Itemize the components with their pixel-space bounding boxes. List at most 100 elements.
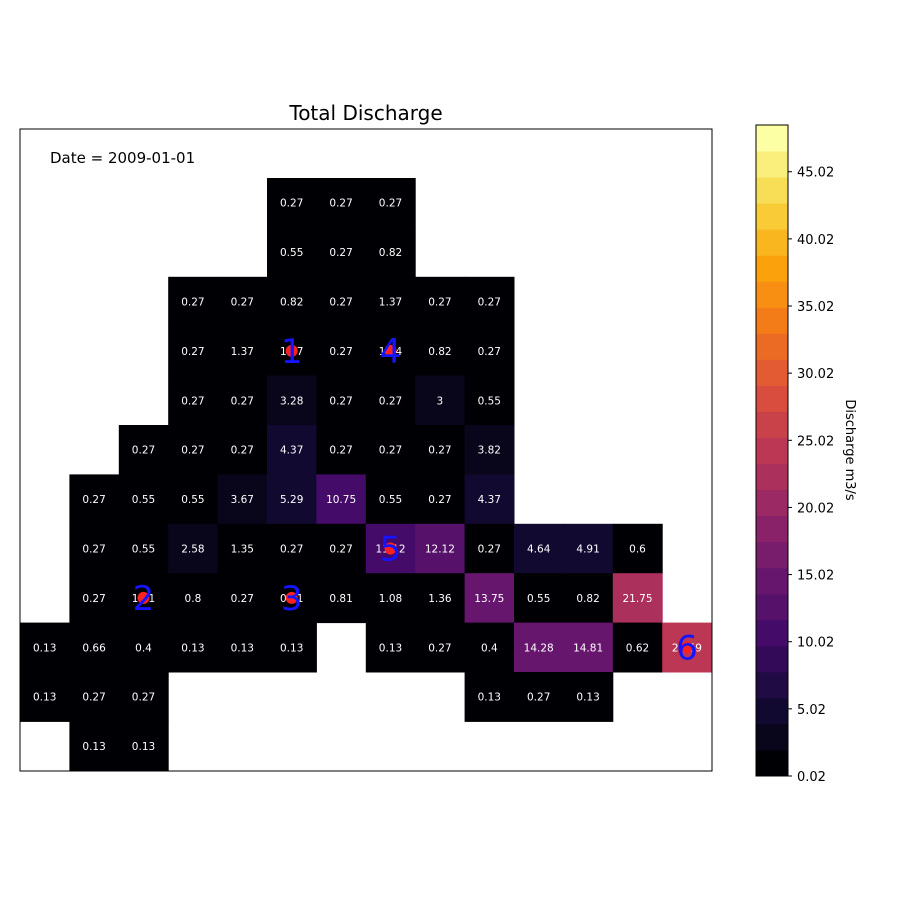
heatmap-cell bbox=[20, 622, 70, 673]
cell-value-label: 0.62 bbox=[626, 642, 649, 654]
station-marker bbox=[680, 641, 693, 654]
cell-value-label: 3 bbox=[437, 395, 444, 407]
heatmap-cell bbox=[365, 276, 416, 327]
heatmap-cell bbox=[464, 276, 515, 327]
colorbar-segment bbox=[756, 255, 788, 282]
cell-value-label: 0.27 bbox=[478, 346, 501, 358]
cell-value-label: 4.64 bbox=[527, 544, 551, 556]
cell-value-label: 0.55 bbox=[527, 593, 550, 605]
heatmap-cell bbox=[217, 425, 268, 475]
cell-value-label: 0.27 bbox=[379, 198, 402, 210]
colorbar-frame bbox=[755, 124, 789, 777]
heatmap-cell bbox=[563, 573, 614, 624]
colorbar-segment bbox=[756, 645, 788, 673]
heatmap-cell bbox=[365, 178, 416, 228]
colorbar-segment bbox=[756, 125, 788, 152]
cell-value-label: 1.08 bbox=[379, 593, 402, 605]
heatmap-cell bbox=[267, 178, 317, 228]
cell-value-label: 0.55 bbox=[181, 494, 204, 506]
station-marker bbox=[285, 591, 298, 604]
heatmap-cell bbox=[168, 523, 219, 574]
heatmap-cell bbox=[267, 474, 317, 525]
heatmap-cell bbox=[267, 523, 317, 574]
colorbar-segment bbox=[756, 567, 788, 595]
cell-value-label: 0.27 bbox=[82, 593, 105, 605]
heatmap-cell bbox=[267, 375, 317, 426]
cell-value-label: 0.27 bbox=[280, 544, 303, 556]
cell-value-label: 0.27 bbox=[181, 395, 204, 407]
colorbar-segment bbox=[756, 463, 788, 491]
heatmap-cell bbox=[168, 276, 219, 327]
colorbar-segment bbox=[756, 229, 788, 256]
colorbar-tick-label: 40.02 bbox=[797, 233, 834, 248]
colorbar-segment bbox=[756, 671, 788, 699]
colorbar-tick-label: 35.02 bbox=[797, 300, 834, 315]
colorbar-tick-label: 15.02 bbox=[797, 569, 834, 584]
heatmap-cell bbox=[365, 227, 416, 278]
cell-value-label: 0.27 bbox=[82, 692, 105, 704]
heatmap-cell bbox=[217, 326, 268, 377]
colorbar-segment bbox=[756, 489, 788, 517]
cell-value-label: 3.82 bbox=[478, 445, 501, 457]
station-label: 1 bbox=[281, 332, 303, 372]
heatmap-cell bbox=[118, 425, 169, 475]
cell-value-label: 0.6 bbox=[629, 544, 646, 556]
cell-value-label: 0.27 bbox=[428, 494, 451, 506]
cell-value-label: 0.55 bbox=[132, 544, 155, 556]
cell-value-label: 0.27 bbox=[280, 198, 303, 210]
heatmap-cell bbox=[365, 425, 416, 475]
cell-value-label: 0.55 bbox=[132, 494, 155, 506]
cell-value-label: 2.58 bbox=[181, 544, 204, 556]
heatmap-cell bbox=[316, 425, 367, 475]
heatmap-cell bbox=[365, 375, 416, 426]
station-marker bbox=[384, 542, 397, 555]
cell-value-label: 0.55 bbox=[280, 247, 303, 259]
heatmap-cell bbox=[69, 721, 120, 772]
cell-value-label: 0.27 bbox=[329, 297, 352, 309]
heatmap-cell bbox=[316, 523, 367, 574]
cell-value-label: 0.27 bbox=[82, 544, 105, 556]
station-label: 2 bbox=[133, 579, 155, 619]
heatmap-cell bbox=[168, 425, 219, 475]
colorbar-segment bbox=[756, 151, 788, 178]
colorbar-segment bbox=[756, 385, 788, 412]
heatmap-cell bbox=[612, 523, 663, 574]
heatmap-cell bbox=[69, 523, 120, 574]
cell-value-label: 0.27 bbox=[329, 445, 352, 457]
heatmap-cell bbox=[464, 474, 515, 525]
cell-value-label: 0.27 bbox=[478, 544, 501, 556]
colorbar-segment bbox=[756, 333, 788, 360]
cell-value-label: 3.67 bbox=[231, 494, 254, 506]
heatmap-cell bbox=[415, 375, 466, 426]
cell-value-label: 4.37 bbox=[280, 445, 303, 457]
heatmap-cell bbox=[217, 276, 268, 327]
colorbar-segment bbox=[756, 593, 788, 621]
heatmap-cell bbox=[464, 326, 515, 377]
cell-value-label: 1.37 bbox=[379, 297, 402, 309]
heatmap-cell bbox=[217, 474, 268, 525]
cell-value-label: 4.37 bbox=[478, 494, 501, 506]
colorbar-label: Discharge m3/s bbox=[842, 399, 857, 501]
cell-value-label: 1.37 bbox=[231, 346, 254, 358]
heatmap-cell bbox=[514, 672, 564, 722]
colorbar-segment bbox=[756, 749, 788, 777]
cell-value-label: 0.27 bbox=[231, 297, 254, 309]
heatmap-cell bbox=[168, 326, 219, 377]
cell-value-label: 0.13 bbox=[181, 642, 204, 654]
heatmap-cell bbox=[267, 425, 317, 475]
chart-title: Total Discharge bbox=[288, 101, 442, 125]
station-markers: 1 2 3 4 5 6 bbox=[133, 332, 698, 668]
heatmap-cell bbox=[514, 622, 564, 673]
heatmap-cell bbox=[464, 622, 515, 673]
station-marker bbox=[384, 344, 397, 357]
colorbar-tick-label: 30.02 bbox=[797, 367, 834, 382]
heatmap-cell bbox=[316, 178, 367, 228]
plot-frame bbox=[19, 128, 713, 772]
heatmap-cell bbox=[267, 622, 317, 673]
heatmap-cell bbox=[168, 474, 219, 525]
heatmap-cell bbox=[118, 672, 169, 722]
cell-value-label: 0.81 bbox=[329, 593, 352, 605]
heatmap-cell bbox=[365, 622, 416, 673]
cell-value-label: 14.81 bbox=[573, 642, 603, 654]
